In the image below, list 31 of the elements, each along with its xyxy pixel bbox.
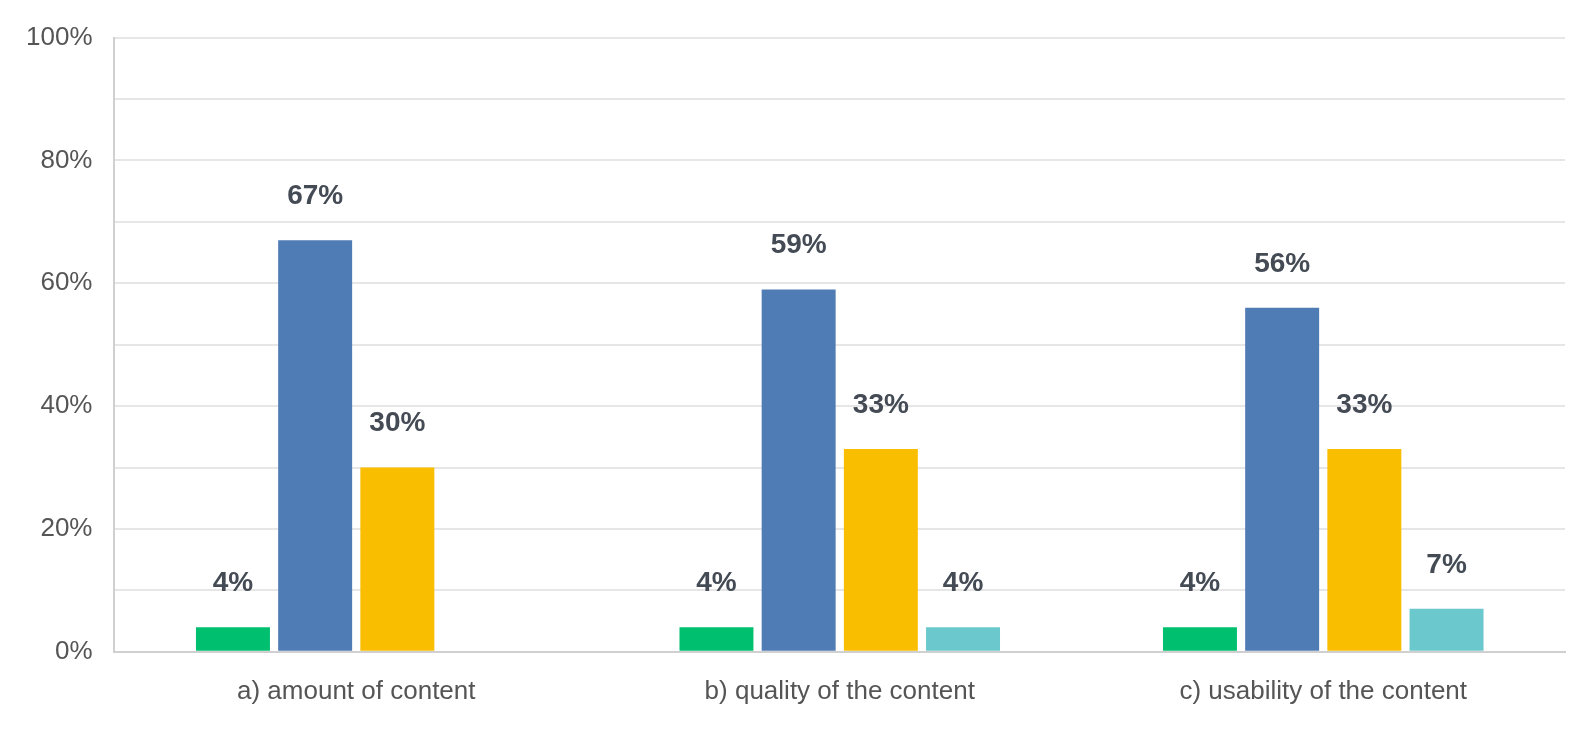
bar — [926, 627, 1001, 651]
data-label: 4% — [942, 565, 984, 597]
bar — [761, 289, 836, 651]
bar — [1245, 307, 1320, 651]
y-tick-label: 0% — [54, 634, 93, 665]
y-tick-label: 20% — [40, 512, 93, 543]
bar — [278, 240, 353, 651]
bar — [1409, 608, 1484, 651]
data-label: 4% — [1179, 565, 1221, 597]
data-label: 4% — [696, 565, 737, 597]
data-label: 33% — [852, 387, 909, 419]
data-label: 33% — [1336, 387, 1393, 419]
data-label: 30% — [369, 406, 426, 438]
bar — [360, 467, 435, 651]
data-label: 4% — [212, 565, 254, 597]
y-tick-label: 100% — [26, 20, 93, 51]
bar — [1327, 449, 1402, 651]
data-label: 59% — [770, 228, 827, 260]
y-tick-label: 40% — [40, 389, 93, 420]
x-tick-label: b) quality of the content — [704, 674, 976, 705]
x-tick-label: a) amount of content — [237, 674, 477, 705]
bar — [679, 627, 754, 651]
bar — [843, 449, 918, 651]
x-tick-label: c) usability of the content — [1179, 674, 1468, 705]
data-label: 7% — [1426, 547, 1467, 579]
bar — [1162, 627, 1237, 651]
data-label: 56% — [1254, 246, 1311, 278]
y-tick-label: 60% — [40, 266, 93, 297]
data-label: 67% — [287, 179, 344, 210]
bar — [195, 627, 270, 651]
y-tick-label: 80% — [40, 143, 93, 174]
